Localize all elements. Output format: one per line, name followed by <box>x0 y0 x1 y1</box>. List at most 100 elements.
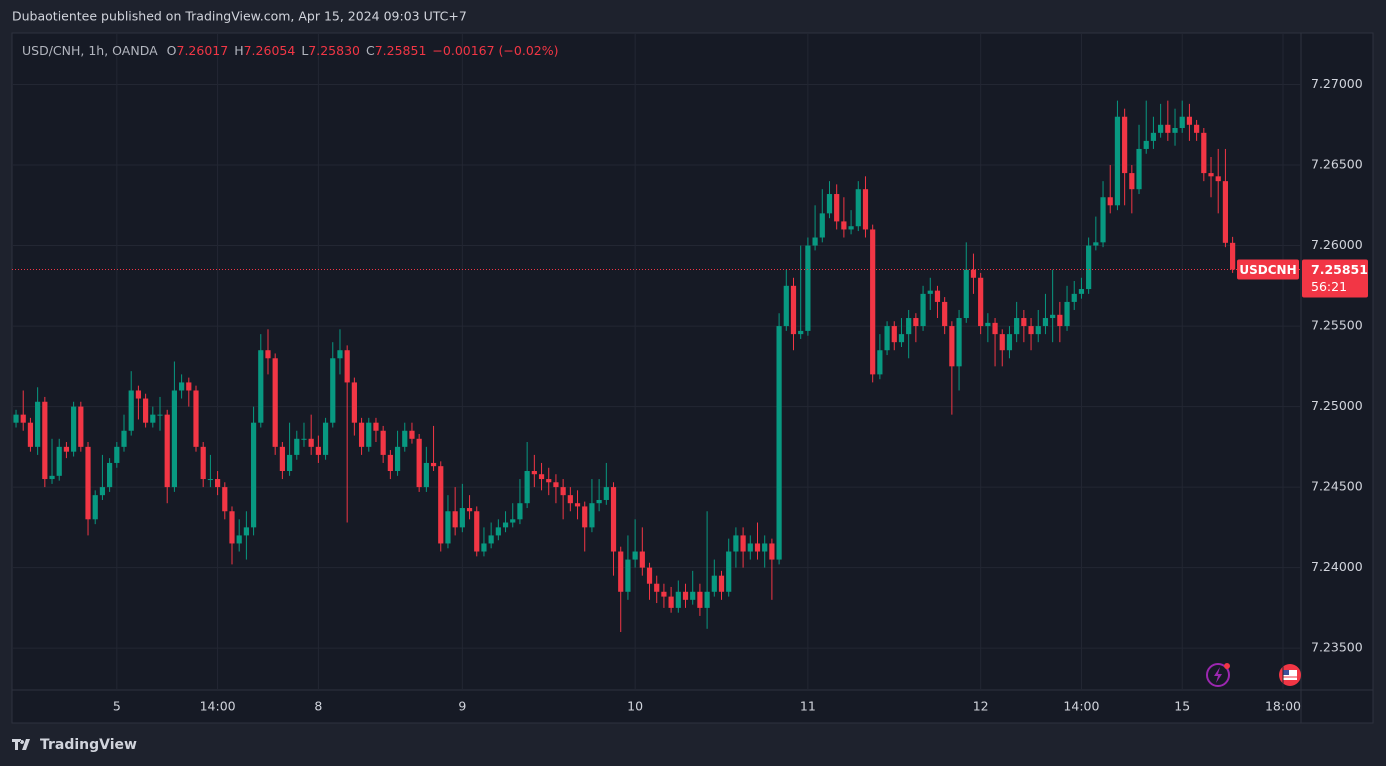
candle-body <box>286 454 293 471</box>
candle-body <box>308 438 314 447</box>
x-tick-label: 5 <box>113 699 121 714</box>
candle-body <box>1208 173 1214 177</box>
candle-body <box>697 591 703 608</box>
legend-value: 7.26017 <box>176 43 229 58</box>
price-tag-bg <box>1302 259 1368 298</box>
candle-body <box>258 350 264 423</box>
candle-body <box>956 318 962 367</box>
candle-body <box>740 535 746 552</box>
candle-body <box>1129 173 1135 190</box>
candle-body <box>56 446 62 476</box>
x-tick-label: 9 <box>458 699 466 714</box>
candle-body <box>13 414 19 423</box>
candle-body <box>1201 132 1207 174</box>
brand: TradingView <box>40 737 137 753</box>
candle-body <box>63 446 70 452</box>
candle-body <box>639 551 645 568</box>
candle-body <box>1086 245 1092 290</box>
candle-body <box>531 471 537 475</box>
candle-body <box>812 237 818 246</box>
candle-body <box>229 511 235 544</box>
candle-body <box>762 543 768 552</box>
y-tick-label: 7.26500 <box>1311 157 1363 172</box>
candle-body <box>538 474 545 480</box>
candle-body <box>618 551 624 592</box>
candle-body <box>1050 314 1056 319</box>
candle-body <box>870 229 876 375</box>
candle-body <box>1194 124 1200 133</box>
legend-value: 7.25830 <box>308 43 360 58</box>
candle-body <box>1172 128 1178 133</box>
candle-body <box>495 527 501 536</box>
candle-body <box>992 322 998 335</box>
candles <box>13 100 1236 633</box>
candle-body <box>553 482 559 488</box>
candle-body <box>279 446 285 471</box>
candle-body <box>1230 242 1236 270</box>
candle-body <box>92 495 98 520</box>
candle-body <box>690 591 696 600</box>
candle-body <box>978 277 984 327</box>
candle-body <box>1165 124 1171 133</box>
candle-body <box>625 559 631 592</box>
candle-body <box>1006 334 1013 351</box>
candle-body <box>1078 289 1085 294</box>
candle-body <box>121 430 127 447</box>
candle-body <box>711 575 717 592</box>
candle-body <box>646 567 653 584</box>
candle-body <box>582 506 588 528</box>
countdown: 56:21 <box>1311 279 1347 294</box>
candle-body <box>438 466 444 544</box>
candle-body <box>243 527 249 536</box>
candle-body <box>49 475 55 480</box>
y-tick-label: 7.27000 <box>1311 76 1363 91</box>
candle-body <box>179 382 185 391</box>
candle-body <box>272 358 278 447</box>
candle-body <box>877 350 883 375</box>
candle-body <box>150 414 156 423</box>
symbol-tag: USDCNH <box>1239 263 1296 277</box>
candle-body <box>85 446 91 520</box>
candle-body <box>819 213 825 238</box>
candle-body <box>1215 176 1221 182</box>
legend-key: H <box>234 43 244 58</box>
y-tick-label: 7.25000 <box>1311 398 1363 413</box>
y-tick-label: 7.25500 <box>1311 318 1363 333</box>
symbol-tag-bg <box>1237 259 1299 280</box>
candle-body <box>1150 132 1157 141</box>
candle-body <box>423 462 429 488</box>
candle-body <box>567 495 573 504</box>
x-tick-label: 14:00 <box>200 699 236 714</box>
x-tick-label: 8 <box>314 699 322 714</box>
candle-body <box>1186 116 1193 125</box>
candle-body <box>214 479 221 488</box>
candle-body <box>222 487 228 512</box>
candle-body <box>682 591 689 600</box>
candle-body <box>632 551 638 560</box>
candle-body <box>1222 181 1229 243</box>
candle-body <box>1093 242 1099 246</box>
candle-body <box>524 471 530 504</box>
candle-body <box>430 462 437 467</box>
candle-body <box>99 487 106 496</box>
candle-body <box>776 326 782 560</box>
candle-body <box>322 422 329 455</box>
candle-body <box>207 479 213 481</box>
candle-body <box>394 446 401 471</box>
candle-body <box>574 503 581 507</box>
candle-body <box>1028 326 1034 335</box>
candle-body <box>610 487 617 552</box>
candle-body <box>1021 318 1027 327</box>
candle-body <box>459 508 465 528</box>
x-tick-label: 10 <box>627 699 643 714</box>
candle-body <box>949 326 955 367</box>
candle-body <box>985 322 991 327</box>
candle-body <box>1042 318 1049 327</box>
candle-body <box>128 390 134 431</box>
candle-body <box>805 245 811 331</box>
candle-body <box>71 406 77 452</box>
candle-body <box>164 414 170 488</box>
candle-body <box>20 414 26 423</box>
candle-body <box>344 350 350 383</box>
candle-body <box>855 189 861 227</box>
